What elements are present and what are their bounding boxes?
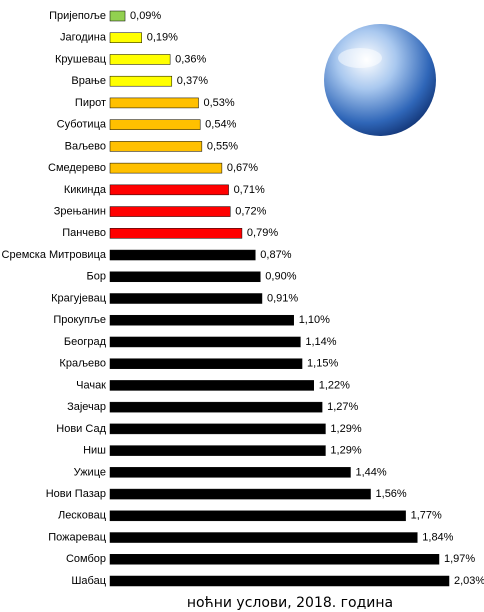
category-label: Крагујевац	[51, 292, 107, 304]
bar	[109, 467, 351, 478]
bar	[109, 445, 326, 456]
category-label: Панчево	[62, 227, 106, 239]
bar	[109, 380, 314, 391]
value-label: 1,22%	[319, 379, 350, 391]
value-label: 1,14%	[305, 336, 336, 348]
bar	[109, 32, 142, 43]
bar	[109, 358, 303, 369]
bar	[109, 75, 173, 87]
value-label: 0,90%	[265, 271, 296, 283]
value-label: 1,56%	[376, 488, 407, 500]
value-label: 0,55%	[207, 140, 238, 152]
category-label: Шабац	[71, 575, 106, 587]
bar	[109, 271, 261, 283]
category-label: Пожаревац	[48, 531, 106, 543]
value-label: 1,44%	[355, 466, 386, 478]
value-label: 0,37%	[177, 75, 208, 87]
bar	[109, 532, 418, 543]
value-label: 1,10%	[299, 314, 330, 326]
category-label: Јагодина	[60, 32, 107, 44]
bar	[109, 119, 201, 130]
bar	[109, 249, 256, 261]
category-label: Крушевац	[55, 53, 107, 65]
value-label: 1,29%	[330, 423, 361, 435]
bar	[109, 401, 323, 413]
category-label: Ужице	[74, 466, 106, 478]
value-label: 2,03%	[454, 575, 484, 587]
value-label: 1,27%	[327, 401, 358, 413]
category-label: Прокупље	[53, 314, 106, 326]
category-label: Смедерево	[48, 162, 106, 174]
bar	[109, 206, 231, 217]
bar	[109, 314, 294, 326]
category-label: Ваљево	[65, 140, 106, 152]
category-label: Сомбор	[66, 553, 106, 565]
bar	[109, 488, 371, 500]
category-label: Бор	[87, 271, 106, 283]
category-label: Лесковац	[58, 510, 107, 522]
category-label: Суботица	[57, 119, 107, 131]
value-label: 1,97%	[444, 553, 475, 565]
value-label: 0,79%	[247, 227, 278, 239]
category-label: Зајечар	[67, 401, 106, 413]
category-label: Краљево	[59, 358, 106, 370]
bar	[109, 554, 440, 565]
value-label: 1,29%	[330, 445, 361, 457]
value-label: 1,15%	[307, 358, 338, 370]
bar	[109, 162, 223, 174]
value-label: 1,84%	[422, 531, 453, 543]
category-label: Кикинда	[64, 184, 107, 196]
globe-icon	[324, 24, 436, 136]
bar	[109, 336, 301, 348]
category-label: Нови Сад	[56, 423, 106, 435]
bar	[109, 423, 326, 435]
bar	[109, 575, 450, 587]
bar	[109, 510, 406, 522]
category-label: Врање	[71, 75, 106, 87]
value-label: 0,71%	[234, 184, 265, 196]
category-label: Зрењанин	[54, 205, 106, 217]
bar	[109, 228, 243, 239]
category-label: Београд	[64, 336, 107, 348]
value-label: 0,87%	[260, 249, 291, 261]
bar	[109, 54, 171, 65]
category-label: Нови Пазар	[46, 488, 106, 500]
value-label: 0,36%	[175, 53, 206, 65]
category-label: Пријепоље	[49, 10, 106, 22]
value-label: 0,72%	[235, 205, 266, 217]
category-label: Сремска Митровица	[2, 249, 107, 261]
caption: ноћни услови, 2018. година	[187, 595, 393, 611]
value-label: 0,09%	[130, 10, 161, 22]
category-label: Чачак	[76, 379, 106, 391]
value-label: 0,67%	[227, 162, 258, 174]
bar	[109, 10, 126, 22]
value-label: 1,77%	[411, 510, 442, 522]
category-label: Ниш	[83, 445, 106, 457]
bar	[109, 293, 263, 304]
category-label: Пирот	[75, 97, 106, 109]
bar	[109, 141, 203, 152]
value-label: 0,91%	[267, 292, 298, 304]
bar	[109, 97, 199, 109]
value-label: 0,54%	[205, 119, 236, 131]
value-label: 0,53%	[204, 97, 235, 109]
value-label: 0,19%	[147, 32, 178, 44]
bar	[109, 184, 229, 196]
